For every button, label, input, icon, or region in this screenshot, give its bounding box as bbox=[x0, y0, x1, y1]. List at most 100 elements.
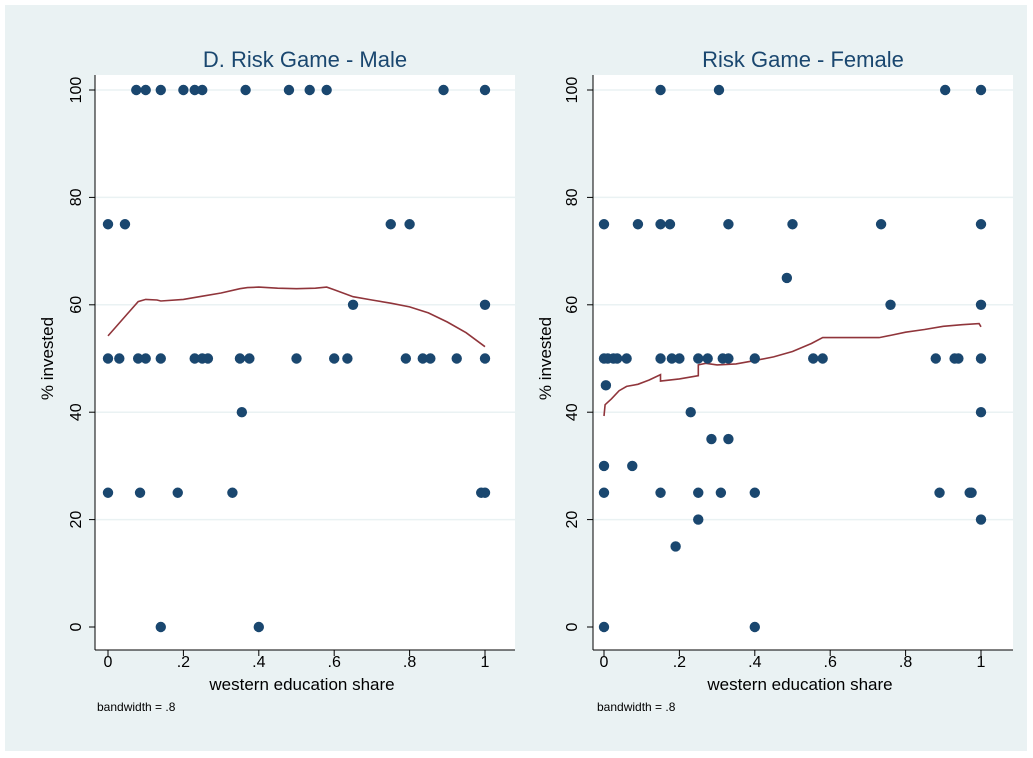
data-point bbox=[132, 353, 144, 364]
data-point bbox=[723, 219, 734, 230]
data-point bbox=[693, 487, 704, 498]
data-point bbox=[598, 487, 610, 498]
y-axis-label: % invested bbox=[536, 317, 555, 400]
y-tick-label: 100 bbox=[564, 77, 581, 104]
data-point bbox=[227, 487, 238, 498]
data-point bbox=[934, 487, 945, 498]
data-point bbox=[155, 353, 166, 364]
data-point bbox=[140, 84, 151, 96]
data-point bbox=[479, 487, 491, 498]
data-point bbox=[930, 353, 941, 364]
data-point bbox=[693, 353, 704, 364]
x-tick-label: 0 bbox=[104, 654, 113, 671]
y-tick-label: 0 bbox=[564, 622, 581, 631]
data-point bbox=[479, 299, 491, 310]
data-point bbox=[172, 487, 183, 498]
x-tick-label: .6 bbox=[328, 654, 341, 671]
x-axis-label: western education share bbox=[208, 675, 394, 694]
data-point bbox=[664, 219, 676, 230]
data-point bbox=[817, 353, 828, 364]
data-point bbox=[155, 84, 166, 96]
y-tick-label: 40 bbox=[68, 403, 85, 421]
x-tick-label: .4 bbox=[252, 654, 265, 671]
lowess-smooth-line bbox=[603, 322, 982, 417]
data-point bbox=[347, 299, 359, 310]
y-tick-label: 60 bbox=[564, 296, 581, 314]
data-point bbox=[885, 299, 896, 310]
data-point bbox=[291, 353, 302, 364]
chart-title: D. Risk Game - Male bbox=[203, 47, 407, 72]
x-tick-label: .8 bbox=[403, 654, 416, 671]
data-point bbox=[715, 487, 727, 498]
data-point bbox=[189, 84, 200, 96]
plot-region bbox=[593, 75, 1013, 650]
data-point bbox=[197, 84, 208, 96]
x-tick-label: 1 bbox=[481, 654, 490, 671]
x-axis-label: western education share bbox=[706, 675, 892, 694]
data-point bbox=[723, 433, 734, 445]
data-point bbox=[975, 353, 987, 364]
data-point bbox=[621, 353, 632, 364]
x-tick-label: .2 bbox=[177, 654, 190, 671]
x-tick-label: .4 bbox=[748, 654, 761, 671]
data-point bbox=[953, 353, 964, 364]
data-point bbox=[975, 219, 987, 230]
plot-region bbox=[95, 75, 515, 650]
data-point bbox=[685, 407, 696, 418]
data-point bbox=[655, 353, 666, 364]
data-point bbox=[655, 487, 666, 498]
y-tick-label: 80 bbox=[564, 188, 581, 206]
data-point bbox=[749, 487, 760, 498]
data-point bbox=[102, 219, 114, 230]
data-point bbox=[749, 621, 760, 633]
data-point bbox=[417, 353, 428, 364]
chart-title: Risk Game - Female bbox=[702, 47, 904, 72]
x-tick-label: .2 bbox=[673, 654, 686, 671]
data-point bbox=[975, 299, 987, 310]
chart-panel-female: 0 20 40 60 80 100 0 .2 .4 .6 .8 1 Risk Game - Female… bbox=[536, 47, 1013, 714]
data-point bbox=[236, 407, 248, 418]
data-point bbox=[598, 621, 610, 633]
data-point bbox=[451, 353, 462, 364]
data-point bbox=[400, 353, 412, 364]
x-tick-label: .6 bbox=[824, 654, 837, 671]
data-point bbox=[202, 353, 214, 364]
data-point bbox=[655, 84, 666, 96]
data-point bbox=[329, 353, 340, 364]
data-point bbox=[321, 84, 332, 96]
y-tick-label: 40 bbox=[564, 403, 581, 421]
data-point bbox=[666, 353, 678, 364]
y-tick-label: 100 bbox=[68, 77, 85, 104]
data-point bbox=[975, 407, 987, 418]
data-point bbox=[655, 219, 666, 230]
data-point bbox=[670, 541, 681, 552]
y-tick-label: 0 bbox=[68, 622, 85, 631]
data-point bbox=[975, 514, 987, 525]
data-point bbox=[702, 353, 713, 364]
data-point bbox=[749, 353, 760, 364]
data-point bbox=[283, 84, 295, 96]
y-tick-label: 20 bbox=[564, 511, 581, 529]
data-point bbox=[134, 487, 146, 498]
data-point bbox=[479, 353, 491, 364]
data-point bbox=[598, 219, 610, 230]
y-axis-label: % invested bbox=[38, 317, 57, 400]
data-point bbox=[404, 219, 415, 230]
lowess-smooth-line bbox=[107, 286, 486, 348]
data-point bbox=[479, 84, 491, 96]
data-point bbox=[966, 487, 977, 498]
data-point bbox=[244, 353, 255, 364]
data-point bbox=[189, 353, 200, 364]
data-point bbox=[600, 380, 612, 391]
data-point bbox=[131, 84, 142, 96]
data-point bbox=[674, 353, 685, 364]
bandwidth-note: bandwidth = .8 bbox=[597, 700, 676, 714]
x-tick-label: 1 bbox=[977, 654, 986, 671]
data-point bbox=[875, 219, 887, 230]
data-point bbox=[438, 84, 449, 96]
x-tick-label: .8 bbox=[899, 654, 912, 671]
data-point bbox=[781, 272, 793, 284]
data-point bbox=[713, 84, 725, 96]
data-point bbox=[808, 353, 819, 364]
